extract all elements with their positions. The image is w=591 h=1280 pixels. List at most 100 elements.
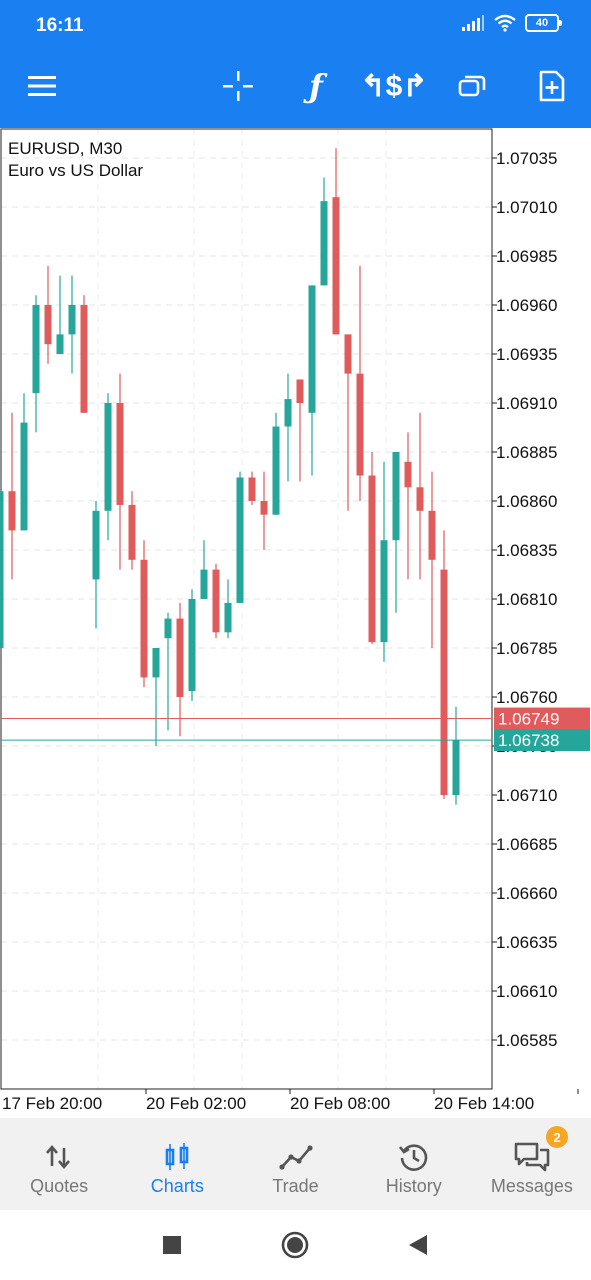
candle-body bbox=[80, 305, 88, 413]
candle-body bbox=[212, 569, 220, 633]
add-object-button[interactable] bbox=[530, 64, 574, 108]
bottom-navigation: Quotes Charts Trade bbox=[0, 1118, 591, 1210]
status-icons: 40 bbox=[461, 14, 562, 32]
home-icon bbox=[281, 1231, 309, 1259]
nav-messages-label: Messages bbox=[490, 1176, 573, 1196]
x-tick-label: 20 Feb 08:00 bbox=[290, 1094, 390, 1113]
indicators-icon: ƒ bbox=[309, 67, 323, 105]
candle-body bbox=[152, 648, 160, 678]
candle-body bbox=[116, 403, 124, 505]
symbol-description: Euro vs US Dollar bbox=[8, 161, 144, 180]
candle-body bbox=[404, 461, 412, 488]
y-tick-label: 1.06810 bbox=[496, 590, 557, 609]
y-tick-label: 1.06860 bbox=[496, 492, 557, 511]
nav-charts[interactable]: Charts bbox=[118, 1118, 236, 1210]
back-icon bbox=[409, 1235, 427, 1255]
candle-body bbox=[104, 403, 112, 511]
y-tick-label: 1.06885 bbox=[496, 443, 557, 462]
y-tick-label: 1.06985 bbox=[496, 247, 557, 266]
candle-body bbox=[68, 305, 76, 335]
candle-body bbox=[320, 201, 328, 286]
candle-body bbox=[32, 305, 40, 394]
candle-body bbox=[452, 740, 460, 795]
charts-icon bbox=[163, 1140, 191, 1174]
candle-body bbox=[356, 373, 364, 476]
candle-body bbox=[392, 452, 400, 541]
trade-icon bbox=[278, 1140, 313, 1174]
candle-body bbox=[260, 501, 268, 515]
y-tick-label: 1.06660 bbox=[496, 884, 557, 903]
candle-body bbox=[8, 491, 16, 531]
nav-history-label: History bbox=[385, 1176, 442, 1196]
bid-price-label: 1.06738 bbox=[498, 731, 559, 750]
chart-area[interactable]: 1.07035 1.07010 1.06985 1.06960 1.06935 1.069… bbox=[0, 128, 591, 1118]
bid-price-tag bbox=[494, 729, 590, 752]
candle-body bbox=[428, 510, 436, 560]
candle-body bbox=[176, 618, 184, 697]
candle-body bbox=[272, 426, 280, 515]
y-tick-label: 1.06635 bbox=[496, 933, 557, 952]
plot-frame bbox=[0, 128, 493, 1090]
signal-icon bbox=[462, 15, 484, 31]
y-tick-label: 1.06685 bbox=[496, 835, 557, 854]
indicators-button[interactable]: ƒ bbox=[294, 64, 338, 108]
battery-icon: 40 bbox=[525, 14, 562, 32]
candle-body bbox=[416, 487, 424, 511]
nav-quotes-label: Quotes bbox=[30, 1176, 89, 1196]
quotes-icon bbox=[45, 1140, 73, 1174]
candle-body bbox=[344, 334, 352, 374]
messages-icon bbox=[513, 1140, 551, 1174]
candle-body bbox=[440, 569, 448, 795]
y-tick-label: 1.06835 bbox=[496, 541, 557, 560]
messages-badge: 2 bbox=[546, 1126, 569, 1148]
candlestick-chart[interactable]: 1.07035 1.07010 1.06985 1.06960 1.06935 1.069… bbox=[0, 128, 591, 1118]
crosshair-button[interactable] bbox=[216, 64, 260, 108]
ask-price-label: 1.06749 bbox=[498, 710, 559, 729]
y-tick-label: 1.06960 bbox=[496, 296, 557, 315]
trade-dollar-icon: ↰$↱ bbox=[360, 69, 428, 103]
status-time: 16:11 bbox=[36, 15, 84, 36]
candle-body bbox=[164, 618, 172, 639]
candle-body bbox=[380, 540, 388, 643]
y-tick-label: 1.07010 bbox=[496, 198, 557, 217]
candle-body bbox=[92, 510, 100, 580]
chart-title: EURUSD, M30 Euro vs US Dollar bbox=[8, 138, 143, 182]
candle-body bbox=[44, 305, 52, 345]
nav-history[interactable]: History bbox=[355, 1118, 473, 1210]
candle-body bbox=[128, 504, 136, 560]
menu-icon bbox=[28, 76, 56, 96]
candle-body bbox=[140, 559, 148, 678]
nav-trade-label: Trade bbox=[272, 1176, 319, 1196]
candle-body bbox=[248, 477, 256, 501]
nav-quotes[interactable]: Quotes bbox=[0, 1118, 118, 1210]
windows-icon bbox=[458, 75, 486, 97]
trade-dollar-button[interactable]: ↰$↱ bbox=[361, 64, 428, 108]
history-icon bbox=[398, 1140, 430, 1174]
nav-trade[interactable]: Trade bbox=[236, 1118, 354, 1210]
recents-icon bbox=[163, 1236, 181, 1254]
candle-body bbox=[0, 491, 4, 648]
candle-body bbox=[200, 569, 208, 599]
y-tick-label: 1.06710 bbox=[496, 786, 557, 805]
y-tick-label: 1.06760 bbox=[496, 688, 557, 707]
candle-body bbox=[236, 477, 244, 603]
candle-body bbox=[284, 399, 292, 427]
windows-button[interactable] bbox=[450, 64, 494, 108]
candle-body bbox=[224, 602, 232, 633]
symbol-timeframe: EURUSD, M30 bbox=[8, 139, 123, 158]
back-button[interactable] bbox=[402, 1230, 432, 1260]
candle-body bbox=[56, 334, 64, 354]
wifi-icon bbox=[494, 14, 516, 32]
candle-body bbox=[188, 599, 196, 692]
x-tick-label: 20 Feb 14:00 bbox=[434, 1094, 534, 1113]
candle-body bbox=[332, 197, 340, 335]
candle-body bbox=[308, 285, 316, 413]
menu-button[interactable] bbox=[20, 64, 64, 108]
home-button[interactable] bbox=[280, 1230, 310, 1260]
y-tick-label: 1.06935 bbox=[496, 345, 557, 364]
recents-button[interactable] bbox=[157, 1230, 187, 1260]
x-tick-label: 20 Feb 02:00 bbox=[146, 1094, 246, 1113]
nav-charts-label: Charts bbox=[150, 1176, 204, 1196]
y-tick-label: 1.06610 bbox=[496, 982, 557, 1001]
nav-messages[interactable]: Messages 2 bbox=[473, 1118, 591, 1210]
